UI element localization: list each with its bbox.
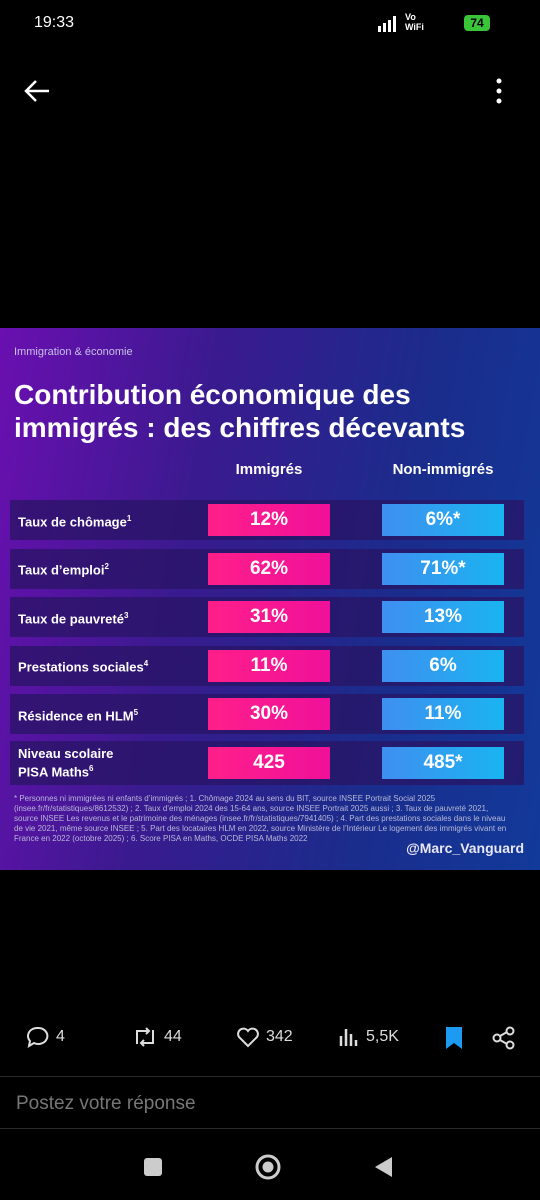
non-immigres-value: 6% bbox=[382, 649, 504, 682]
home-button[interactable] bbox=[255, 1154, 281, 1180]
label-text: Taux d’emploi bbox=[18, 562, 105, 578]
immigres-value: 62% bbox=[208, 552, 330, 585]
label-text: Résidence en HLM bbox=[18, 708, 134, 724]
non-immigres-value: 13% bbox=[382, 601, 504, 633]
back-nav-button[interactable] bbox=[375, 1157, 392, 1177]
label-text: Prestations sociales bbox=[18, 659, 144, 675]
battery: 74 bbox=[464, 15, 490, 31]
table-row: Taux de chômage1 12% 6%* bbox=[10, 500, 524, 540]
like-button[interactable]: 342 bbox=[236, 1026, 293, 1048]
repost-button[interactable]: 44 bbox=[132, 1026, 182, 1048]
column-header: Non-immigrés bbox=[392, 461, 494, 478]
table-row: Taux d’emploi2 62% 71%* bbox=[10, 548, 524, 589]
recents-button[interactable] bbox=[144, 1158, 162, 1176]
label-line: Taux d’emploi2 bbox=[18, 559, 109, 577]
note-ref: 6 bbox=[89, 763, 94, 773]
immigres-value: 30% bbox=[208, 698, 330, 730]
label-text: Taux de chômage bbox=[18, 514, 127, 530]
title: Contribution économique des immigrés : d… bbox=[14, 379, 466, 443]
table-row: Prestations sociales4 11% 6% bbox=[10, 645, 524, 686]
reply-count: 4 bbox=[56, 1028, 65, 1045]
row-label: Taux de pauvreté3 bbox=[18, 597, 128, 637]
row-label: Taux de chômage1 bbox=[18, 500, 131, 540]
reply-icon bbox=[27, 1026, 49, 1048]
views-icon bbox=[339, 1029, 358, 1046]
reply-button[interactable]: 4 bbox=[26, 1026, 65, 1048]
menu-button[interactable] bbox=[492, 76, 506, 106]
table-row: Résidence en HLM5 30% 11% bbox=[10, 694, 524, 734]
kicker: Immigration & économie bbox=[14, 346, 133, 358]
note-ref: 1 bbox=[126, 513, 132, 523]
note-ref: 2 bbox=[104, 562, 109, 572]
row-label: Prestations sociales4 bbox=[18, 646, 148, 686]
non-immigres-value: 6%* bbox=[382, 504, 504, 536]
label-text: Niveau scolaire bbox=[18, 745, 114, 761]
repost-count: 44 bbox=[164, 1028, 182, 1045]
row-label: Taux d’emploi2 bbox=[18, 549, 109, 589]
note-ref: 3 bbox=[123, 610, 129, 620]
note-ref: 4 bbox=[143, 659, 149, 669]
row-label: Niveau scolaire PISA Maths6 bbox=[18, 741, 113, 785]
network: Vo WiFi bbox=[405, 12, 424, 32]
infographic: Immigration & économie Contribution écon… bbox=[0, 328, 540, 870]
repost-icon bbox=[136, 1027, 154, 1047]
immigres-value: 11% bbox=[208, 649, 330, 682]
column-header: Immigrés bbox=[235, 461, 303, 478]
network-label: Vo bbox=[405, 12, 416, 22]
share-button[interactable] bbox=[492, 1026, 516, 1050]
nav-bar bbox=[144, 1154, 392, 1180]
non-immigres-value: 485* bbox=[382, 746, 504, 779]
footnote: * Personnes ni immigrées ni enfants d’im… bbox=[14, 794, 507, 843]
label-line: Niveau scolaire bbox=[18, 746, 113, 761]
immigres-value: 12% bbox=[208, 504, 330, 536]
back-button[interactable] bbox=[22, 78, 52, 104]
immigres-value: 425 bbox=[208, 746, 330, 779]
label-line: Taux de pauvreté3 bbox=[18, 608, 128, 626]
non-immigres-value: 71%* bbox=[382, 552, 504, 585]
non-immigres-value: 11% bbox=[382, 698, 504, 730]
divider bbox=[0, 1128, 540, 1129]
divider bbox=[0, 1076, 540, 1077]
time: 19:33 bbox=[34, 14, 75, 31]
note-ref: 5 bbox=[133, 707, 139, 717]
network-label: WiFi bbox=[405, 22, 424, 32]
table-row: Taux de pauvreté3 31% 13% bbox=[10, 597, 524, 637]
row-label: Résidence en HLM5 bbox=[18, 694, 138, 734]
home-dot bbox=[262, 1161, 274, 1173]
label-line: Prestations sociales4 bbox=[18, 656, 148, 674]
signal-icon bbox=[378, 16, 396, 32]
bookmark-button[interactable] bbox=[444, 1026, 464, 1050]
immigres-value: 31% bbox=[208, 601, 330, 633]
table-row: Niveau scolaire PISA Maths6 425 485* bbox=[10, 740, 524, 785]
label-line: Taux de chômage1 bbox=[18, 511, 131, 529]
views-count: 5,5K bbox=[366, 1028, 399, 1045]
reply-input[interactable]: Postez votre réponse bbox=[16, 1093, 196, 1114]
label-text: Taux de pauvreté bbox=[18, 611, 124, 627]
like-icon bbox=[237, 1027, 259, 1048]
like-count: 342 bbox=[266, 1028, 293, 1045]
label-text: PISA Maths bbox=[18, 764, 90, 780]
views-button[interactable]: 5,5K bbox=[338, 1026, 399, 1048]
label-line: PISA Maths6 bbox=[18, 761, 113, 779]
handle: @Marc_Vanguard bbox=[406, 840, 524, 856]
label-line: Résidence en HLM5 bbox=[18, 705, 138, 723]
